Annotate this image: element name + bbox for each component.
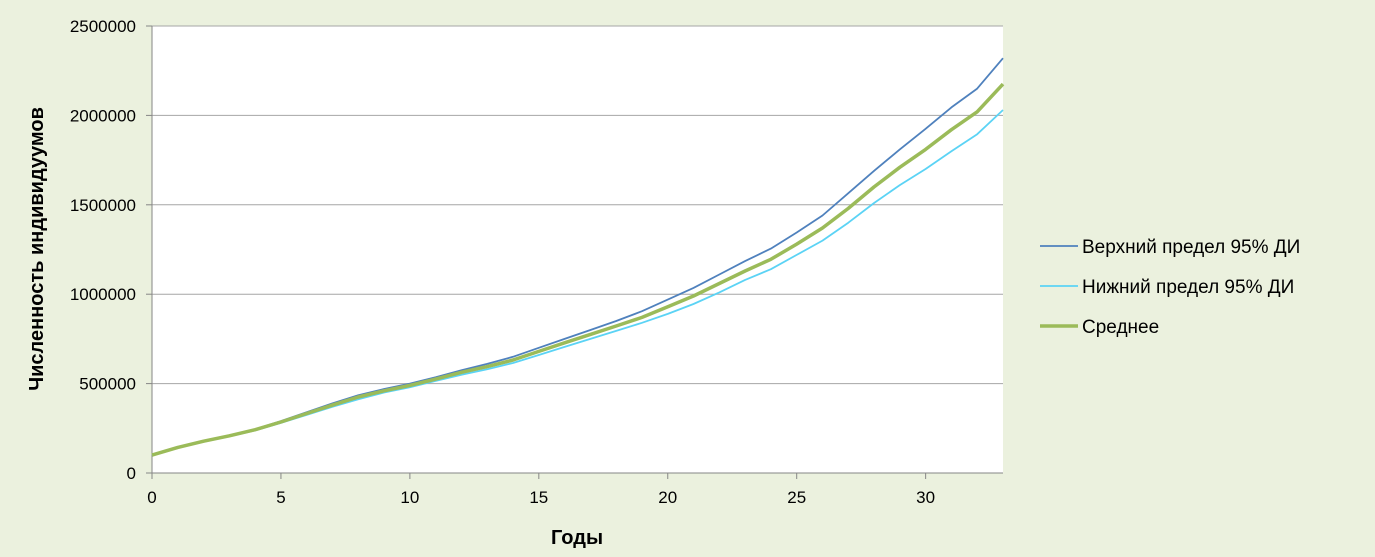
legend: Верхний предел 95% ДИ Нижний предел 95% Д…: [1040, 237, 1300, 338]
y-tick-label: 2000000: [70, 106, 136, 125]
x-tick-label: 5: [276, 488, 285, 507]
y-tick-label: 0: [127, 464, 136, 483]
x-tick-label: 0: [147, 488, 156, 507]
gridlines: [152, 25, 1003, 474]
y-tick-label: 1000000: [70, 285, 136, 304]
series-lines: [151, 57, 1005, 457]
x-tick-label: 25: [787, 488, 806, 507]
series-line-3: [151, 82, 1005, 457]
x-tick-label: 30: [916, 488, 935, 507]
y-tick-label: 2500000: [70, 17, 136, 36]
y-axis-title: Численность индивидуумов: [26, 107, 48, 391]
x-tick-label: 15: [529, 488, 548, 507]
x-tick-label: 20: [658, 488, 677, 507]
y-tick-label: 1500000: [70, 196, 136, 215]
legend-label-1: Верхний предел 95% ДИ: [1082, 237, 1300, 258]
legend-label-3: Среднее: [1082, 317, 1159, 338]
legend-label-2: Нижний предел 95% ДИ: [1082, 277, 1294, 298]
y-tick-label: 500000: [79, 375, 136, 394]
x-axis-title: Годы: [551, 527, 603, 549]
x-tick-label: 10: [400, 488, 419, 507]
x-axis-ticks: 0 5 10 15 20 25 30: [147, 473, 935, 507]
y-axis-ticks: 0 500000 1000000 1500000 2000000 2500000: [70, 17, 153, 483]
plot-area: [152, 26, 1003, 473]
